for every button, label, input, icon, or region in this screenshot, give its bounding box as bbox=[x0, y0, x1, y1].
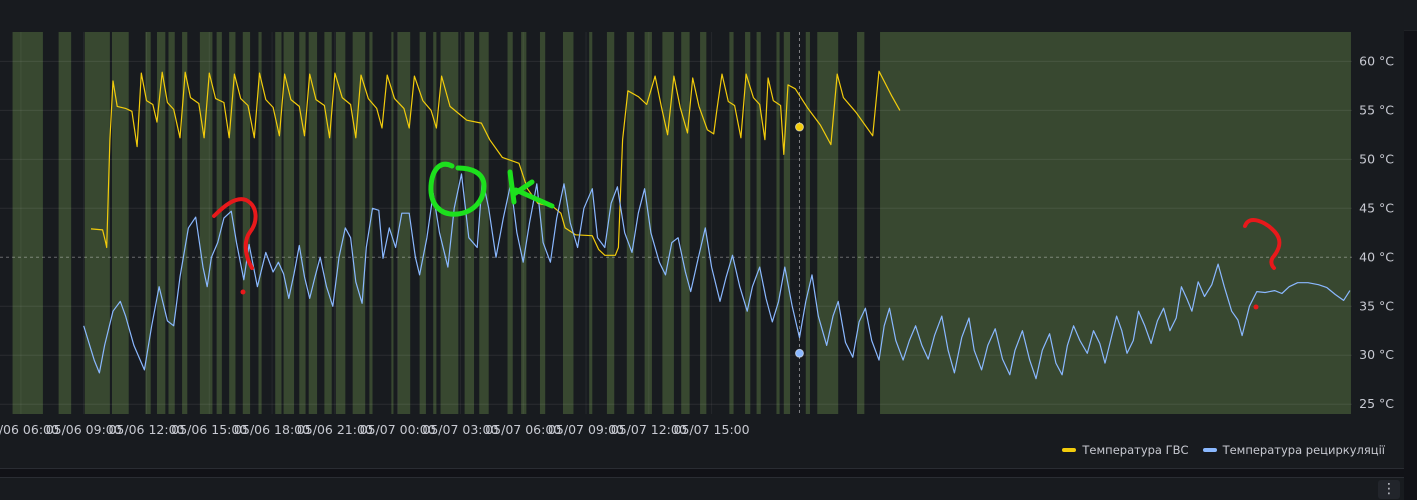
on-band-13 bbox=[275, 32, 282, 414]
on-band-9 bbox=[216, 32, 222, 414]
legend-swatch-gvs bbox=[1062, 448, 1077, 452]
question-dot-2 bbox=[1253, 304, 1259, 310]
on-band-34 bbox=[626, 32, 635, 414]
on-band-11 bbox=[242, 32, 251, 414]
on-band-29 bbox=[521, 32, 527, 414]
hover-point-1 bbox=[794, 348, 804, 358]
on-band-45 bbox=[817, 32, 839, 414]
question-mark-1-icon bbox=[212, 197, 258, 270]
on-band-33 bbox=[606, 32, 615, 414]
on-band-42 bbox=[776, 32, 780, 414]
legend-item-gvs[interactable]: Температура ГВС bbox=[1062, 443, 1189, 457]
y-tick-label-2: 50 °C bbox=[1359, 151, 1394, 166]
y-tick-label-6: 30 °C bbox=[1359, 347, 1394, 362]
on-band-10 bbox=[229, 32, 236, 414]
on-band-31 bbox=[562, 32, 574, 414]
on-band-19 bbox=[352, 32, 366, 414]
on-band-2 bbox=[84, 32, 110, 414]
x-tick-label-7: 05/07 03:00 bbox=[422, 422, 498, 437]
y-tick-label-5: 35 °C bbox=[1359, 298, 1394, 313]
on-band-23 bbox=[419, 32, 426, 414]
on-band-18 bbox=[335, 32, 346, 414]
on-band-1 bbox=[58, 32, 72, 414]
x-tick-label-9: 05/07 09:00 bbox=[548, 422, 624, 437]
on-band-4 bbox=[145, 32, 151, 414]
y-axis: 60 °C 55 °C 50 °C 45 °C 40 °C 35 °C 30 °C 25 °C bbox=[1359, 53, 1394, 411]
x-tick-label-0: 05/06 06:00 bbox=[0, 422, 59, 437]
chart-legend: Температура ГВС Температура рециркуляції bbox=[1062, 443, 1385, 457]
x-tick-label-4: 05/06 18:00 bbox=[234, 422, 310, 437]
x-tick-label-5: 05/06 21:00 bbox=[297, 422, 373, 437]
series-line-1 bbox=[83, 173, 1351, 380]
on-band-37 bbox=[681, 32, 690, 414]
ok-letter-o-icon bbox=[428, 161, 487, 217]
on-band-6 bbox=[168, 32, 175, 414]
on-band-40 bbox=[745, 32, 751, 414]
on-band-12 bbox=[258, 32, 262, 414]
on-band-38 bbox=[700, 32, 707, 414]
question-mark-2-icon bbox=[1243, 218, 1282, 270]
on-band-14 bbox=[283, 32, 295, 414]
legend-label-gvs: Температура ГВС bbox=[1082, 443, 1189, 457]
y-tick-label-1: 55 °C bbox=[1359, 102, 1394, 117]
hover-point-0 bbox=[794, 122, 804, 132]
on-band-22 bbox=[397, 32, 411, 414]
on-band-7 bbox=[182, 32, 188, 414]
y-tick-label-0: 60 °C bbox=[1359, 53, 1394, 68]
on-band-21 bbox=[391, 32, 394, 414]
legend-label-recirculation: Температура рециркуляції bbox=[1222, 443, 1385, 457]
on-band-44 bbox=[805, 32, 810, 414]
next-panel bbox=[0, 477, 1404, 500]
series-line-0 bbox=[90, 70, 901, 256]
x-tick-label-8: 05/07 06:00 bbox=[485, 422, 561, 437]
on-band-3 bbox=[111, 32, 129, 414]
on-band-43 bbox=[783, 32, 791, 414]
y-tick-label-7: 25 °C bbox=[1359, 396, 1394, 411]
on-band-17 bbox=[324, 32, 332, 414]
x-tick-label-6: 05/07 00:00 bbox=[360, 422, 436, 437]
x-tick-label-2: 05/06 12:00 bbox=[108, 422, 184, 437]
hover-crosshair bbox=[794, 32, 804, 414]
on-band-20 bbox=[369, 32, 373, 414]
on-band-25 bbox=[440, 32, 459, 414]
x-tick-label-3: 05/06 15:00 bbox=[171, 422, 247, 437]
y-tick-label-3: 45 °C bbox=[1359, 200, 1394, 215]
on-band-0 bbox=[12, 32, 43, 414]
legend-item-recirculation[interactable]: Температура рециркуляції bbox=[1202, 443, 1385, 457]
on-band-5 bbox=[156, 32, 166, 414]
on-band-47 bbox=[880, 32, 1351, 414]
y-tick-label-4: 40 °C bbox=[1359, 249, 1394, 264]
handwritten-annotations bbox=[212, 161, 1282, 310]
ok-letter-k-icon bbox=[507, 169, 555, 209]
on-band-30 bbox=[539, 32, 546, 414]
on-band-46 bbox=[857, 32, 865, 414]
on-band-15 bbox=[299, 32, 306, 414]
x-tick-label-11: 05/07 15:00 bbox=[674, 422, 750, 437]
on-band-39 bbox=[729, 32, 734, 414]
x-tick-label-10: 05/07 12:00 bbox=[611, 422, 687, 437]
panel-menu-icon[interactable]: ⋮ bbox=[1378, 480, 1400, 499]
on-band-35 bbox=[644, 32, 652, 414]
on-band-32 bbox=[589, 32, 593, 414]
legend-swatch-recirculation bbox=[1202, 448, 1217, 452]
on-band-24 bbox=[433, 32, 437, 414]
on-band-36 bbox=[662, 32, 674, 414]
on-band-16 bbox=[308, 32, 318, 414]
on-band-8 bbox=[199, 32, 213, 414]
on-band-26 bbox=[464, 32, 475, 414]
series-lines bbox=[83, 70, 1351, 380]
on-band-27 bbox=[479, 32, 489, 414]
on-band-28 bbox=[507, 32, 513, 414]
x-tick-label-1: 05/06 09:00 bbox=[46, 422, 122, 437]
on-band-41 bbox=[756, 32, 761, 414]
question-dot-1 bbox=[240, 289, 246, 295]
